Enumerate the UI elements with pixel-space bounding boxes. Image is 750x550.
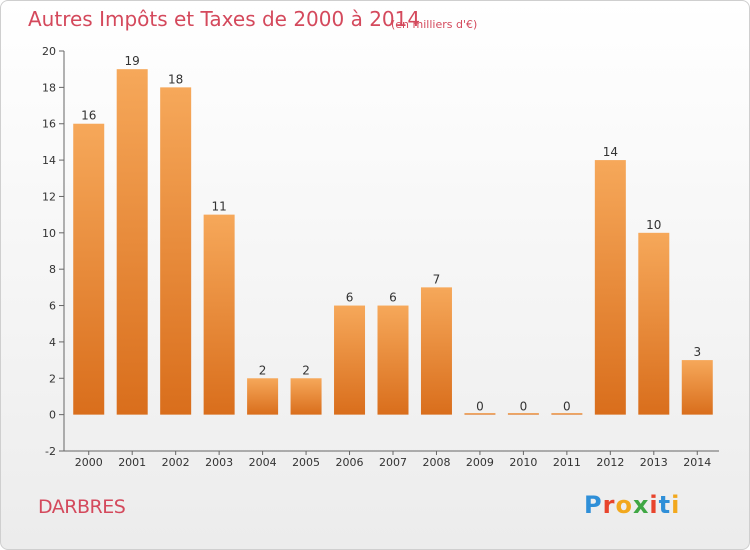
- x-tick-label: 2003: [205, 456, 233, 469]
- y-tick-label: 8: [49, 263, 56, 276]
- x-tick-label: 2013: [640, 456, 668, 469]
- bar-2004: [247, 378, 279, 415]
- chart-title: Autres Impôts et Taxes de 2000 à 2014: [28, 7, 421, 31]
- value-label-2001: 19: [125, 54, 140, 68]
- value-label-2006: 6: [346, 291, 354, 305]
- bar-2008: [420, 287, 452, 415]
- y-tick-label: 6: [49, 300, 56, 313]
- logo-letter: P: [584, 491, 603, 519]
- value-label-2005: 2: [302, 363, 310, 377]
- x-tick-label: 2009: [466, 456, 494, 469]
- bar-2003: [203, 214, 235, 415]
- value-label-2007: 6: [389, 291, 397, 305]
- logo-letter: o: [615, 491, 633, 519]
- value-label-2003: 11: [211, 200, 226, 214]
- x-tick-label: 2012: [596, 456, 624, 469]
- y-tick-label: 4: [49, 336, 56, 349]
- proxiti-logo[interactable]: Proxiti: [584, 491, 680, 519]
- value-label-2012: 14: [603, 145, 618, 159]
- bar-2009: [464, 413, 496, 415]
- y-tick-label: 18: [42, 81, 56, 94]
- bar-2014: [681, 360, 713, 415]
- bar-2012: [594, 160, 626, 415]
- logo-letter: r: [602, 491, 616, 519]
- value-label-2009: 0: [476, 400, 484, 414]
- value-label-2011: 0: [563, 400, 571, 414]
- x-tick-label: 2005: [292, 456, 320, 469]
- y-tick-label: 16: [42, 118, 56, 131]
- bar-2000: [73, 123, 105, 415]
- commune-name: DARBRES: [38, 496, 126, 518]
- x-tick-label: 2010: [509, 456, 537, 469]
- value-label-2010: 0: [520, 400, 528, 414]
- x-tick-label: 2004: [249, 456, 277, 469]
- x-tick-label: 2007: [379, 456, 407, 469]
- y-tick-label: 0: [49, 409, 56, 422]
- x-tick-label: 2011: [553, 456, 581, 469]
- logo-letter: i: [649, 491, 659, 519]
- y-tick-label: -2: [45, 445, 56, 458]
- bar-2002: [160, 87, 192, 415]
- x-tick-label: 2002: [162, 456, 190, 469]
- bar-2006: [334, 305, 366, 415]
- value-labels: 16 19 18 11 2 2 6 6 7 0 0 0 14 10 3: [81, 54, 701, 413]
- bar-2010: [507, 413, 539, 415]
- value-label-2013: 10: [646, 218, 661, 232]
- y-tick-label: 10: [42, 227, 56, 240]
- bar-2013: [638, 232, 670, 415]
- logo-letter: x: [632, 491, 650, 519]
- y-tick-label: 12: [42, 190, 56, 203]
- y-tick-label: 2: [49, 372, 56, 385]
- bar-2001: [116, 69, 148, 415]
- x-tick-label: 2014: [683, 456, 711, 469]
- chart-subtitle: (en milliers d'€): [391, 18, 478, 31]
- logo-letter: i: [671, 491, 681, 519]
- value-label-2000: 16: [81, 109, 96, 123]
- x-tick-label: 2000: [75, 456, 103, 469]
- x-tick-label: 2008: [422, 456, 450, 469]
- x-tick-label: 2006: [336, 456, 364, 469]
- bars: [73, 69, 713, 415]
- logo-letter: t: [658, 491, 672, 519]
- value-label-2002: 18: [168, 72, 183, 86]
- bar-2005: [290, 378, 322, 415]
- y-tick-label: 14: [42, 154, 56, 167]
- x-tick-label: 2001: [118, 456, 146, 469]
- bar-2011: [551, 413, 583, 415]
- value-label-2008: 7: [433, 272, 441, 286]
- bar-2007: [377, 305, 409, 415]
- value-label-2014: 3: [693, 345, 701, 359]
- value-label-2004: 2: [259, 363, 267, 377]
- y-tick-label: 20: [42, 45, 56, 58]
